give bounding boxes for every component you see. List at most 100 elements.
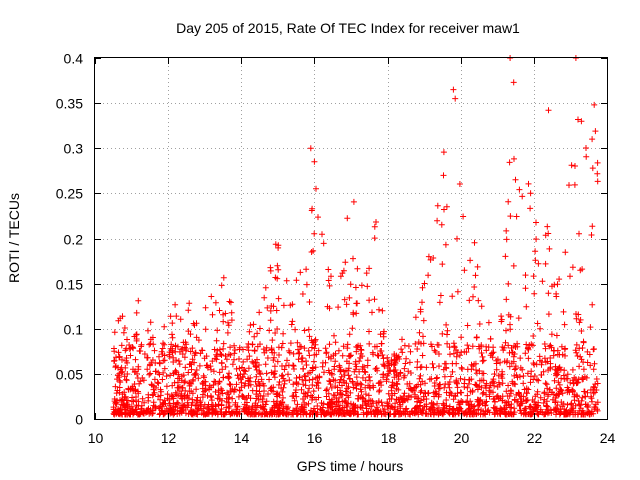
data-point (391, 351, 398, 358)
data-point (252, 378, 259, 385)
data-point (457, 405, 463, 412)
data-point (421, 280, 428, 287)
data-point (445, 381, 452, 388)
data-point (229, 386, 236, 392)
data-point (588, 232, 595, 238)
data-point (513, 213, 520, 220)
data-point (560, 400, 567, 407)
data-point (547, 355, 554, 361)
data-point (592, 401, 599, 408)
data-point (530, 333, 537, 339)
data-point (160, 340, 166, 347)
data-point (517, 373, 523, 380)
data-point (197, 350, 204, 357)
data-point (207, 363, 214, 370)
data-point (510, 353, 517, 360)
data-point (341, 404, 348, 411)
data-point (253, 387, 260, 394)
data-point (478, 342, 485, 349)
data-point (436, 351, 442, 357)
data-point (477, 411, 484, 418)
data-point (334, 399, 340, 406)
data-point (139, 395, 146, 402)
data-point (467, 398, 474, 405)
data-point (589, 223, 596, 230)
data-point (280, 394, 286, 401)
data-point (493, 357, 500, 364)
data-point (525, 180, 532, 187)
data-point (135, 297, 142, 304)
data-point (158, 407, 165, 414)
data-point (576, 345, 583, 352)
data-point (428, 375, 435, 382)
data-point (315, 347, 322, 354)
data-point (175, 371, 182, 378)
data-point (541, 390, 548, 397)
data-point (144, 366, 151, 373)
data-point (263, 398, 270, 405)
data-point (503, 327, 509, 334)
data-point (507, 326, 514, 333)
data-point (268, 408, 275, 415)
data-point (200, 405, 207, 412)
data-point (111, 357, 118, 364)
data-point (210, 368, 217, 375)
data-point (590, 390, 597, 397)
data-point (440, 172, 447, 179)
data-point (537, 394, 544, 401)
data-point (185, 369, 192, 376)
data-point (434, 341, 441, 348)
data-point (198, 410, 205, 417)
data-point (503, 399, 510, 406)
data-point (178, 346, 185, 353)
data-point (148, 359, 155, 366)
data-point (458, 398, 465, 405)
data-point (258, 376, 265, 383)
data-point (451, 344, 458, 351)
data-point (164, 395, 171, 402)
data-point (371, 235, 378, 242)
data-point (174, 399, 181, 406)
data-point (340, 343, 347, 350)
data-point (317, 406, 324, 413)
data-point (344, 403, 351, 410)
data-point (387, 403, 393, 410)
data-point (201, 388, 208, 395)
data-point (576, 401, 583, 408)
data-point (464, 322, 471, 329)
data-point (472, 272, 479, 279)
data-point (447, 351, 453, 358)
x-tick-label: 10 (88, 430, 104, 446)
data-point (197, 403, 204, 410)
x-tick-label: 16 (307, 430, 323, 446)
data-point (354, 395, 361, 402)
data-point (151, 347, 158, 354)
data-point (309, 376, 316, 383)
data-point (272, 241, 279, 248)
data-point (557, 386, 564, 393)
data-point (402, 406, 409, 413)
data-point (119, 313, 126, 320)
data-point (380, 371, 387, 378)
data-point (460, 213, 467, 220)
data-point (524, 370, 531, 377)
data-point (440, 400, 447, 407)
data-point (186, 388, 193, 395)
data-point (417, 306, 424, 313)
data-point (123, 376, 130, 383)
data-point (234, 372, 241, 379)
data-point (222, 353, 229, 359)
data-point (547, 342, 554, 349)
data-point (392, 400, 399, 407)
data-point (344, 385, 351, 392)
data-point (246, 328, 253, 335)
data-point (213, 337, 220, 344)
data-point (325, 277, 332, 284)
data-point (264, 355, 271, 361)
data-point (464, 392, 471, 399)
data-point (341, 296, 348, 303)
data-point (542, 380, 549, 387)
y-tick-label: 0.15 (56, 277, 83, 293)
data-point (471, 284, 478, 290)
data-point (401, 390, 408, 397)
